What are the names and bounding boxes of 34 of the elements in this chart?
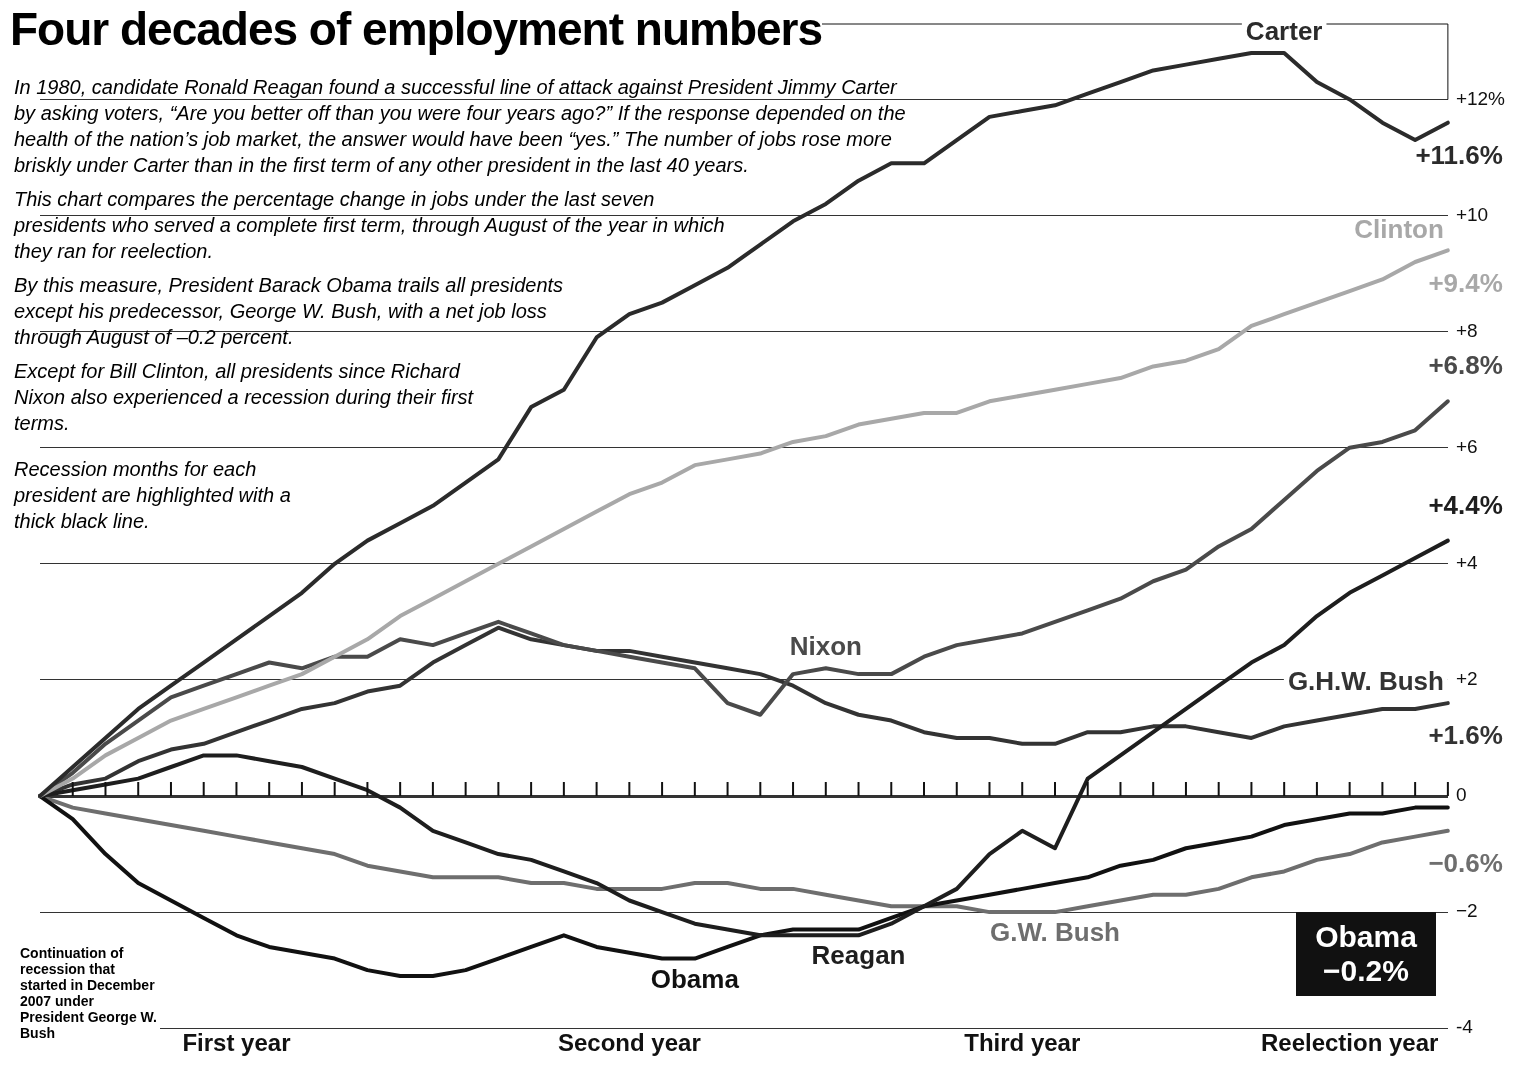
series-label: Nixon: [789, 631, 862, 662]
annotation: Obama −0.2%: [1296, 912, 1436, 996]
annotation: By this measure, President Barack Obama trails all presidents except his predecessor, George W. Bush, with a net job loss through August of –0.2 percent.: [14, 273, 565, 350]
y-tick-label: +6: [1455, 435, 1478, 457]
data-label: +6.8%: [1428, 350, 1503, 381]
y-tick-label: −2: [1455, 900, 1478, 922]
y-tick-label: +2: [1455, 668, 1478, 690]
annotation: In 1980, candidate Ronald Reagan found a successful line of attack against President Jimmy Carter by asking voters, “Are you better off than you were four years ago?” If the response depended on the health of the nation’s job market, the answer would have been “yes.” The number of jobs rose more briskly under Carter than in the first term of any other president in the last 40 years.: [14, 75, 907, 178]
data-label: −0.6%: [1428, 848, 1503, 879]
annotation: This chart compares the percentage change in jobs under the last seven presidents who served a complete first term, through August of the year in which they ran for reelection.: [14, 187, 726, 264]
series-label: Carter: [1245, 16, 1323, 47]
data-label: +1.6%: [1428, 720, 1503, 751]
y-tick-label: 0: [1455, 784, 1467, 806]
series-label: Reagan: [811, 940, 906, 971]
y-tick-label: +4: [1455, 552, 1478, 574]
data-label: +9.4%: [1428, 267, 1503, 298]
series-label: Obama: [650, 963, 740, 994]
series-label: G.W. Bush: [989, 917, 1120, 948]
x-tick-label: Third year: [964, 1029, 1081, 1057]
x-tick-label: First year: [182, 1029, 291, 1057]
annotation: Continuation of recession that started in December 2007 under President George W. Bush: [20, 945, 160, 1041]
annotation: Except for Bill Clinton, all presidents since Richard Nixon also experienced a recession during their first terms.: [14, 359, 475, 436]
series-label: Clinton: [1354, 213, 1444, 244]
data-label: +11.6%: [1415, 139, 1503, 170]
data-label: +4.4%: [1428, 489, 1503, 520]
x-tick-label: Second year: [557, 1029, 701, 1057]
y-tick-label: -4: [1455, 1016, 1474, 1038]
y-tick-label: +12%: [1455, 87, 1506, 109]
chart-title: Four decades of employment numbers: [10, 2, 823, 56]
x-tick-label: Reelection year: [1260, 1029, 1439, 1057]
y-tick-label: +8: [1455, 319, 1478, 341]
series-label: G.H.W. Bush: [1287, 666, 1444, 697]
y-tick-label: +10: [1455, 203, 1489, 225]
annotation: Recession months for each president are highlighted with a thick black line.: [14, 457, 292, 534]
